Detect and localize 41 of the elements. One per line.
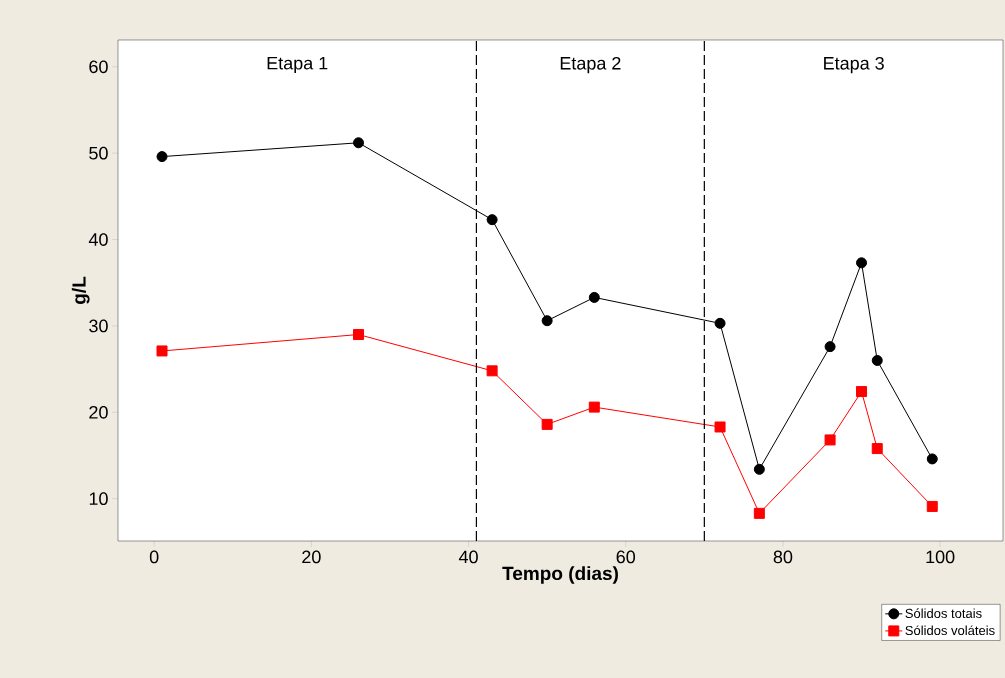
point	[486, 214, 498, 226]
point	[541, 418, 553, 430]
point	[353, 329, 365, 341]
x-tick-label: 80	[773, 550, 793, 564]
y-tick-label: 50	[89, 146, 108, 160]
point	[714, 421, 726, 433]
annotation: Etapa 2	[560, 56, 621, 74]
point	[541, 315, 553, 327]
point	[588, 291, 600, 303]
y-tick-label: 10	[89, 492, 108, 506]
annotation: Etapa 1	[267, 56, 328, 74]
legend-label: Sólidos voláteis	[905, 625, 995, 636]
point	[871, 354, 883, 366]
x-tick-label: 100	[926, 550, 955, 564]
y-tick-label: 40	[88, 233, 108, 246]
point	[353, 137, 365, 149]
x-axis-title: Tempo (dias)	[502, 566, 618, 584]
x-tick-label: 20	[302, 550, 321, 564]
y-tick-label: 30	[89, 319, 108, 333]
point	[824, 341, 836, 353]
x-tick-label: 60	[616, 550, 636, 564]
y-axis-title: g/L	[71, 276, 90, 304]
legend-label: Sólidos totais	[905, 608, 982, 619]
point	[486, 365, 498, 377]
point	[926, 453, 938, 465]
annotation: Etapa 3	[824, 56, 884, 74]
point	[588, 401, 600, 413]
y-tick-label: 60	[89, 60, 108, 74]
point	[753, 463, 765, 475]
point	[926, 500, 938, 512]
point	[714, 317, 726, 329]
point	[156, 151, 168, 163]
y-tick-label: 20	[89, 405, 108, 419]
point	[871, 443, 883, 455]
point	[156, 345, 168, 357]
point	[856, 257, 868, 269]
point	[856, 386, 868, 398]
point	[753, 507, 765, 519]
point	[824, 434, 836, 446]
x-tick-label: 40	[458, 550, 478, 564]
x-tick-label: 0	[149, 550, 159, 564]
